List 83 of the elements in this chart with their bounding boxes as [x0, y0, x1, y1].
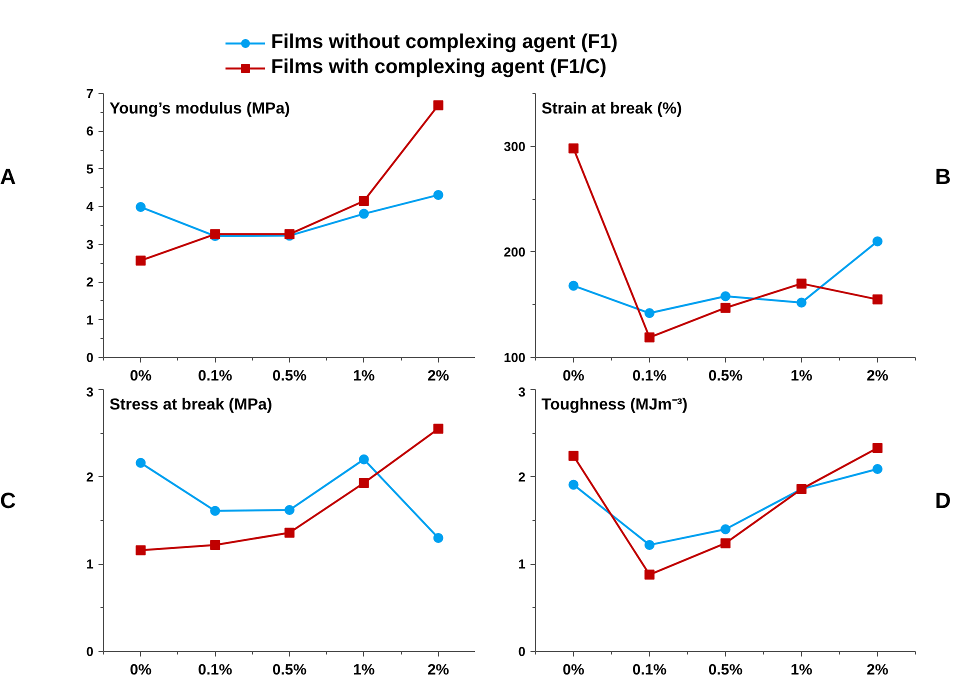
point — [796, 278, 806, 289]
point — [644, 570, 654, 580]
x-tick-label: 1% — [790, 662, 812, 678]
point — [568, 450, 578, 461]
y-tick-label: 1 — [86, 312, 94, 328]
point — [358, 478, 369, 488]
chart-title: Strain at break (%) — [542, 100, 682, 118]
point — [284, 528, 294, 538]
x-tick-label: 0.1% — [198, 368, 232, 384]
point — [644, 540, 654, 550]
point — [872, 294, 882, 304]
point — [720, 291, 730, 302]
x-tick-label: 0.5% — [272, 662, 307, 678]
point — [136, 458, 146, 468]
y-tick-label: 0 — [86, 644, 94, 659]
x-tick-label: 1% — [353, 662, 375, 678]
y-tick-label: 6 — [86, 124, 94, 139]
legend-label: Films without complexing agent (F1) — [271, 31, 618, 54]
point — [872, 443, 882, 454]
y-tick-label: 2 — [86, 274, 94, 290]
x-tick-label: 0% — [562, 368, 584, 384]
y-tick-label: 200 — [504, 244, 526, 260]
x-tick-label: 0.5% — [272, 368, 307, 384]
point — [720, 538, 730, 548]
y-tick-label: 3 — [86, 236, 94, 252]
x-tick-label: 2% — [427, 368, 450, 384]
y-tick-label: 0 — [86, 350, 94, 365]
y-tick-label: 0 — [518, 644, 526, 659]
point — [433, 532, 444, 543]
point — [136, 256, 146, 266]
point — [433, 190, 444, 200]
x-tick-label: 0% — [130, 662, 152, 678]
x-tick-label: 2% — [866, 368, 888, 384]
point — [210, 506, 220, 516]
point — [433, 424, 444, 434]
legend-label: Films with complexing agent (F1/C) — [271, 56, 607, 79]
text: A — [0, 163, 16, 191]
point — [433, 100, 444, 110]
chart-title: Stress at break (MPa) — [110, 396, 272, 414]
x-tick-label: 0.1% — [198, 662, 232, 678]
y-tick-label: 7 — [86, 86, 94, 101]
x-tick-label: 0.1% — [632, 368, 667, 384]
text: D — [935, 487, 951, 515]
point — [358, 196, 369, 206]
text: B — [935, 163, 951, 191]
x-tick-label: 2% — [427, 662, 450, 678]
x-tick-label: 0.1% — [632, 662, 667, 678]
point — [644, 332, 654, 342]
y-tick-label: 3 — [518, 384, 526, 400]
point — [720, 302, 730, 313]
point — [284, 505, 294, 516]
text: C — [0, 487, 16, 515]
x-tick-label: 2% — [866, 662, 888, 678]
point — [568, 280, 578, 291]
point — [720, 524, 730, 534]
chart-title: Toughness (MJm⁻³) — [542, 396, 688, 414]
x-tick-label: 0.5% — [708, 368, 743, 384]
point — [796, 298, 806, 308]
x-tick-label: 0% — [562, 662, 584, 678]
point — [872, 236, 882, 246]
point — [358, 454, 369, 464]
y-tick-label: 5 — [86, 161, 94, 176]
point — [568, 143, 578, 154]
x-tick-label: 1% — [353, 368, 375, 384]
point — [358, 208, 369, 219]
point — [210, 540, 220, 550]
point — [872, 464, 882, 474]
y-tick-label: 100 — [504, 350, 526, 365]
y-tick-label: 1 — [86, 556, 94, 572]
y-tick-label: 2 — [86, 469, 94, 484]
point — [136, 545, 146, 556]
x-tick-label: 0% — [130, 368, 152, 384]
x-tick-label: 1% — [790, 368, 812, 384]
chart-title: Young’s modulus (MPa) — [110, 100, 290, 118]
point — [644, 308, 654, 318]
y-tick-label: 2 — [518, 469, 526, 484]
point — [568, 480, 578, 490]
y-tick-label: 1 — [518, 556, 526, 572]
y-tick-label: 300 — [504, 138, 526, 154]
y-tick-label: 3 — [86, 384, 94, 400]
y-tick-label: 4 — [86, 199, 94, 214]
point — [136, 202, 146, 212]
x-tick-label: 0.5% — [708, 662, 743, 678]
